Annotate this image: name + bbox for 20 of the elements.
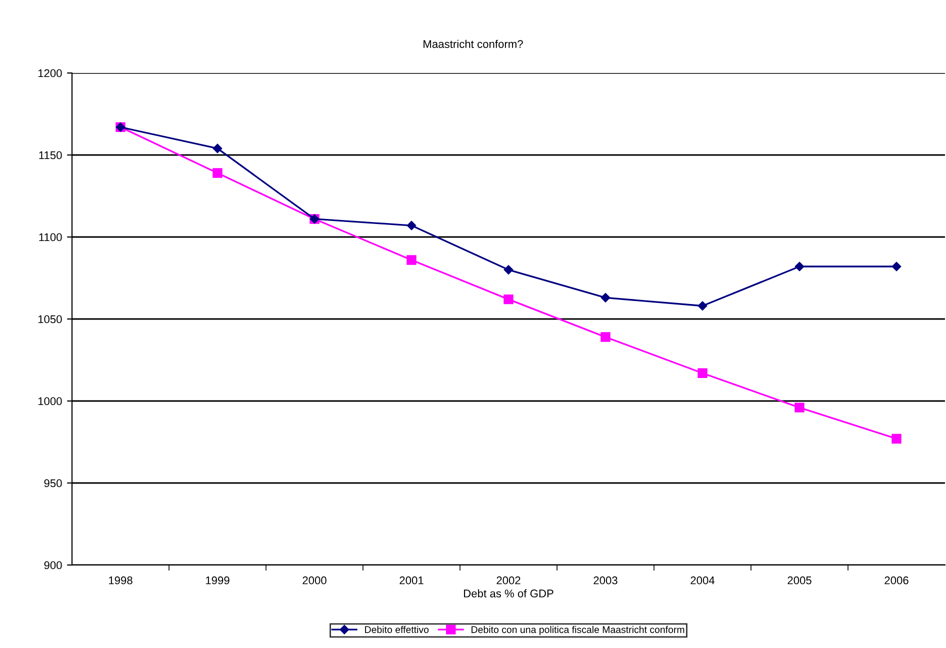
y-tick-label: 1150 — [39, 151, 62, 160]
legend-label: Debito con una politica fiscale Maastricht conform — [472, 626, 684, 635]
x-tick-label: 2003 — [594, 576, 618, 584]
y-tick-label: 1200 — [38, 69, 62, 78]
legend-label: Debito effettivo — [365, 626, 429, 634]
x-tick-label: 2001 — [400, 576, 424, 584]
x-axis-title: Debt as % of GDP — [464, 589, 554, 598]
y-tick-label: 1100 — [39, 233, 62, 242]
y-tick-label: 900 — [44, 561, 62, 570]
x-tick-label: 1998 — [108, 576, 132, 584]
x-tick-label: 2004 — [690, 576, 715, 584]
y-tick-label: 1050 — [38, 315, 62, 324]
chart-title: Maastricht conform? — [424, 40, 523, 48]
y-tick-label: 950 — [44, 479, 62, 488]
x-tick-label: 1999 — [206, 576, 230, 584]
x-tick-label: 2005 — [788, 576, 812, 584]
x-tick-label: 2002 — [496, 576, 520, 584]
x-tick-label: 2006 — [884, 576, 908, 584]
y-tick-label: 1000 — [38, 397, 62, 406]
x-tick-label: 2000 — [302, 576, 326, 584]
